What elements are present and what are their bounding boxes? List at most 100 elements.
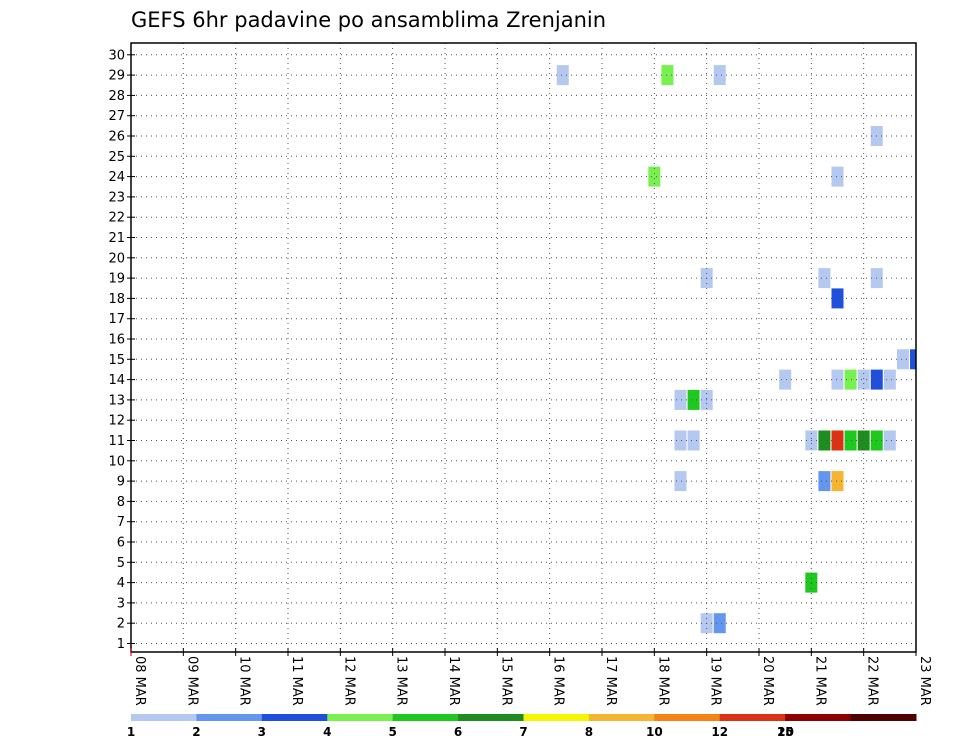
x-tick-label: 20 MAR — [760, 656, 775, 706]
y-tick-label: 11 — [108, 434, 125, 449]
y-tick-label: 18 — [108, 292, 125, 307]
y-axis: 1234567891011121314151617181920212223242… — [108, 48, 135, 652]
colorbar-label: 3 — [258, 725, 266, 739]
precip-cell — [844, 430, 857, 451]
y-tick-label: 26 — [108, 130, 125, 145]
y-tick-label: 27 — [108, 109, 125, 124]
x-tick-label: 09 MAR — [184, 656, 199, 706]
colorbar-swatch — [523, 714, 590, 721]
precip-cell — [831, 471, 844, 492]
colorbar-swatch — [392, 714, 459, 721]
x-tick-label: 12 MAR — [341, 656, 356, 706]
x-tick-label: 13 MAR — [394, 656, 409, 706]
y-tick-label: 4 — [117, 576, 125, 591]
y-tick-label: 5 — [117, 556, 125, 571]
y-tick-label: 22 — [108, 211, 125, 226]
x-tick-label: 23 MAR — [917, 656, 932, 706]
precip-cell — [779, 369, 792, 390]
colorbar-label: 6 — [454, 725, 462, 739]
colorbar-swatch — [719, 714, 786, 721]
x-tick-label: 16 MAR — [551, 656, 566, 706]
precip-cell — [674, 471, 687, 492]
colorbar-swatch — [654, 714, 721, 721]
precip-cell — [883, 430, 896, 451]
x-tick-label: 21 MAR — [812, 656, 827, 706]
precip-cell — [674, 430, 687, 451]
colorbar-swatch — [196, 714, 263, 721]
precip-cell — [818, 268, 831, 289]
precip-cell — [818, 430, 831, 451]
y-tick-label: 7 — [117, 515, 125, 530]
colorbar-swatch — [850, 714, 917, 721]
cells-layer — [556, 65, 916, 634]
precip-cell — [831, 288, 844, 309]
x-tick-label: 08 MAR — [132, 656, 147, 706]
precip-cell — [896, 349, 909, 370]
colorbar-label: 5 — [388, 725, 396, 739]
precip-cell — [844, 369, 857, 390]
colorbar-swatch — [588, 714, 655, 721]
y-tick-label: 9 — [117, 475, 125, 490]
precip-cell — [818, 471, 831, 492]
y-tick-label: 6 — [117, 536, 125, 551]
precip-cell — [831, 369, 844, 390]
y-tick-label: 23 — [108, 190, 125, 205]
x-tick-label: 11 MAR — [289, 656, 304, 706]
y-tick-label: 28 — [108, 89, 125, 104]
plot-frame — [130, 42, 917, 653]
colorbar-label: 4 — [323, 725, 331, 739]
y-tick-label: 19 — [108, 272, 125, 287]
y-tick-label: 21 — [108, 231, 125, 246]
precip-cell — [648, 166, 661, 187]
colorbar-label: 7 — [519, 725, 527, 739]
y-tick-label: 2 — [117, 617, 125, 632]
y-tick-label: 10 — [108, 454, 125, 469]
x-tick-label: 15 MAR — [498, 656, 513, 706]
y-tick-label: 17 — [108, 312, 125, 327]
precip-cell — [713, 613, 726, 634]
y-tick-label: 20 — [108, 251, 125, 266]
colorbar-swatch — [327, 714, 394, 721]
y-tick-label: 8 — [117, 495, 125, 510]
y-tick-label: 25 — [108, 150, 125, 165]
colorbar-swatch — [261, 714, 328, 721]
precip-cell — [857, 369, 870, 390]
precip-cell — [831, 430, 844, 451]
y-tick-label: 14 — [108, 373, 125, 388]
x-tick-label: 17 MAR — [603, 656, 618, 706]
y-tick-label: 15 — [108, 353, 125, 368]
colorbar-label: 20 — [777, 725, 794, 739]
colorbar-swatch — [458, 714, 524, 721]
x-tick-label: 18 MAR — [655, 656, 670, 706]
precip-cell — [713, 65, 726, 86]
colorbar-swatch — [131, 714, 197, 721]
y-tick-label: 16 — [108, 333, 125, 348]
colorbar-label: 2 — [192, 725, 200, 739]
precip-cell — [556, 65, 569, 86]
precip-cell — [831, 166, 844, 187]
y-tick-label: 29 — [108, 69, 125, 84]
precip-cell — [687, 430, 700, 451]
precip-cell — [910, 349, 916, 370]
x-tick-label: 19 MAR — [708, 656, 723, 706]
colorbar-label: 1 — [127, 725, 135, 739]
precip-cell — [883, 369, 896, 390]
precip-cell — [687, 389, 700, 410]
precip-cell — [661, 65, 674, 86]
y-tick-label: 1 — [117, 637, 125, 652]
colorbar-label: 8 — [585, 725, 593, 739]
colorbar-label: 12 — [711, 725, 728, 739]
colorbar-label: 10 — [646, 725, 663, 739]
colorbar-swatch — [785, 714, 852, 721]
grid-layer — [131, 43, 916, 652]
colorbar-label: 15 — [777, 725, 794, 739]
y-tick-label: 12 — [108, 414, 125, 429]
y-tick-label: 30 — [108, 48, 125, 63]
precip-cell — [674, 389, 687, 410]
x-tick-label: 14 MAR — [446, 656, 461, 706]
x-axis: 08 MAR 09 MAR 10 MAR 11 MAR 12 MAR 13 MAR 14 M… — [130, 648, 932, 706]
y-tick-label: 24 — [108, 170, 125, 185]
y-tick-label: 13 — [108, 393, 125, 408]
